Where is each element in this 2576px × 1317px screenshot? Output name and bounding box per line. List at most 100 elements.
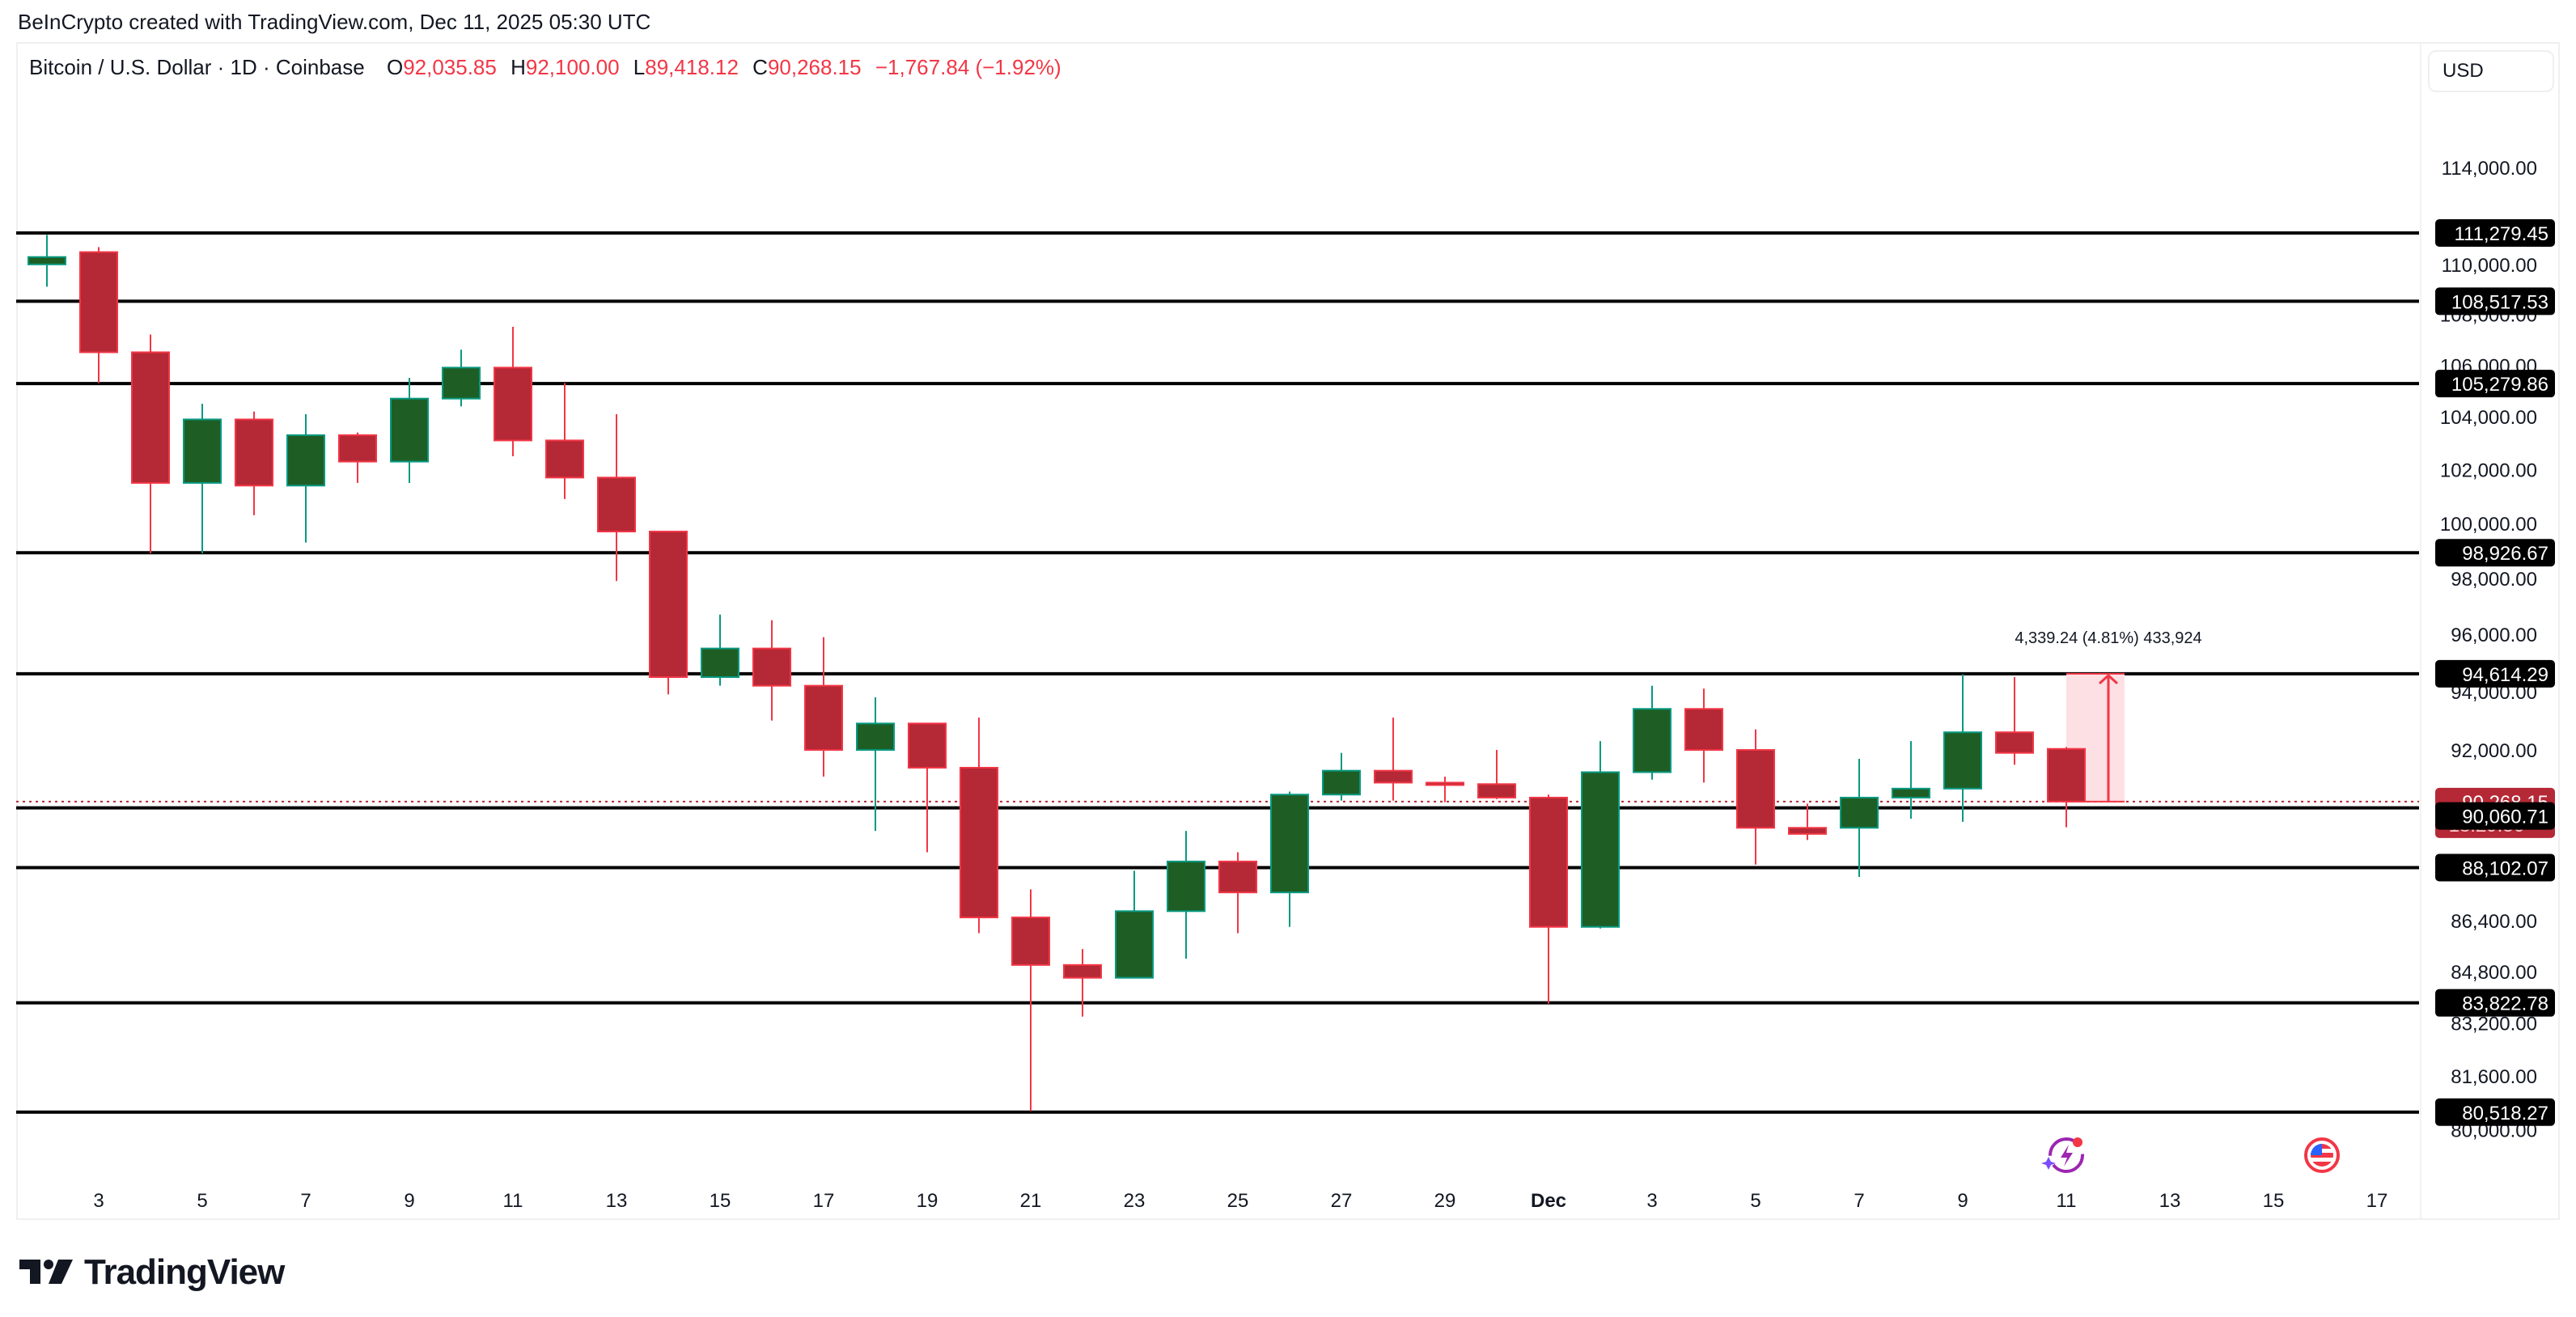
x-tick-label: 15 xyxy=(710,1190,731,1212)
candle-body[interactable] xyxy=(1529,796,1568,928)
candle-body[interactable] xyxy=(1322,769,1361,796)
y-tick-label: 84,800.00 xyxy=(2451,962,2537,984)
low-value: 89,418.12 xyxy=(645,55,739,79)
candle-body[interactable] xyxy=(2047,747,2086,802)
measure-arrowhead-icon xyxy=(2098,673,2119,685)
candle-body[interactable] xyxy=(338,434,377,463)
y-tick-label: 104,000.00 xyxy=(2440,407,2537,429)
candle-body[interactable] xyxy=(1115,910,1154,979)
level-price-text: 94,614.29 xyxy=(2462,664,2548,686)
x-tick-label: 29 xyxy=(1434,1190,1456,1212)
x-tick-label: 13 xyxy=(606,1190,628,1212)
x-tick-label: 15 xyxy=(2263,1190,2285,1212)
candle-body[interactable] xyxy=(442,366,481,400)
x-tick-label: 7 xyxy=(1854,1190,1864,1212)
candle-body[interactable] xyxy=(545,439,584,479)
candle-body[interactable] xyxy=(1581,771,1620,928)
candle-body[interactable] xyxy=(1840,796,1879,829)
candle-body[interactable] xyxy=(1633,708,1671,773)
level-price-label xyxy=(2435,659,2555,688)
candle-body[interactable] xyxy=(1167,860,1205,913)
high-label: H xyxy=(511,55,526,79)
candle-body[interactable] xyxy=(183,418,222,484)
x-tick-label: Dec xyxy=(1531,1190,1566,1212)
x-tick-label: 3 xyxy=(1646,1190,1657,1212)
symbol-legend: Bitcoin / U.S. Dollar · 1D · Coinbase O9… xyxy=(29,55,1061,80)
symbol-title[interactable]: Bitcoin / U.S. Dollar · 1D · Coinbase xyxy=(29,55,365,79)
level-price-label xyxy=(2435,370,2555,398)
level-price-text: 88,102.07 xyxy=(2462,858,2548,879)
candle-body[interactable] xyxy=(390,397,429,463)
candle-body[interactable] xyxy=(752,647,791,687)
level-price-text: 83,822.78 xyxy=(2462,993,2548,1015)
level-price-text: 90,060.71 xyxy=(2462,807,2548,828)
candle-body[interactable] xyxy=(131,351,170,484)
y-tick-label: 92,000.00 xyxy=(2451,740,2537,762)
x-tick-label: 25 xyxy=(1227,1190,1249,1212)
x-tick-label: 21 xyxy=(1020,1190,1042,1212)
candle-body[interactable] xyxy=(597,476,636,533)
candle-body[interactable] xyxy=(494,366,532,442)
open-value: 92,035.85 xyxy=(403,55,497,79)
y-tick-label: 83,200.00 xyxy=(2451,1014,2537,1035)
high-value: 92,100.00 xyxy=(525,55,620,79)
candle-body[interactable] xyxy=(286,434,325,487)
candle-body[interactable] xyxy=(1374,769,1413,784)
y-tick-label: 81,600.00 xyxy=(2451,1066,2537,1088)
level-price-text: 111,279.45 xyxy=(2454,223,2548,245)
x-tick-label: 17 xyxy=(2366,1190,2388,1212)
candle-body[interactable] xyxy=(28,256,66,265)
level-price-label xyxy=(2435,853,2555,882)
candle-body[interactable] xyxy=(649,531,688,678)
candle-body[interactable] xyxy=(1995,731,2034,754)
candle-body[interactable] xyxy=(960,767,998,919)
y-tick-label: 98,000.00 xyxy=(2451,569,2537,591)
level-price-label xyxy=(2435,989,2555,1017)
tradingview-logo: TradingView xyxy=(19,1252,285,1293)
x-tick-label: 9 xyxy=(404,1190,414,1212)
candle-body[interactable] xyxy=(908,722,947,769)
candle-body[interactable] xyxy=(804,684,843,752)
candle-body[interactable] xyxy=(1011,917,1050,966)
level-price-label xyxy=(2435,219,2555,247)
x-tick-label: 19 xyxy=(917,1190,938,1212)
chart-frame xyxy=(16,42,2560,1220)
level-price-label xyxy=(2435,287,2555,315)
level-price-text: 98,926.67 xyxy=(2462,543,2548,565)
candle-body[interactable] xyxy=(701,647,739,678)
level-price-label xyxy=(2435,802,2555,830)
x-tick-label: 5 xyxy=(197,1190,207,1212)
candle-body[interactable] xyxy=(1892,787,1930,798)
us-flag-icon[interactable] xyxy=(2304,1137,2340,1173)
x-tick-label: 7 xyxy=(300,1190,311,1212)
x-tick-label: 9 xyxy=(1957,1190,1968,1212)
candle-body[interactable] xyxy=(1684,708,1723,752)
candle-body[interactable] xyxy=(1218,860,1257,894)
level-price-label xyxy=(2435,539,2555,567)
x-tick-label: 17 xyxy=(813,1190,835,1212)
ideas-icon[interactable] xyxy=(2041,1137,2084,1173)
tradingview-logo-icon xyxy=(19,1260,73,1284)
currency-selector[interactable]: USD xyxy=(2428,50,2554,92)
x-tick-label: 23 xyxy=(1124,1190,1146,1212)
y-tick-label: 102,000.00 xyxy=(2440,459,2537,481)
candle-body[interactable] xyxy=(235,418,273,487)
candle-body[interactable] xyxy=(1788,827,1827,835)
candle-body[interactable] xyxy=(1270,794,1309,894)
open-label: O xyxy=(386,55,404,79)
x-tick-label: 3 xyxy=(93,1190,104,1212)
candle-body[interactable] xyxy=(856,722,895,752)
close-value: 90,268.15 xyxy=(767,55,862,79)
candle-body[interactable] xyxy=(79,251,118,354)
y-tick-label: 100,000.00 xyxy=(2440,514,2537,536)
candle-body[interactable] xyxy=(1063,963,1102,979)
y-tick-label: 96,000.00 xyxy=(2451,625,2537,646)
candle-body[interactable] xyxy=(1477,783,1516,798)
y-tick-label: 110,000.00 xyxy=(2442,255,2537,277)
candle-body[interactable] xyxy=(1943,731,1982,790)
low-label: L xyxy=(633,55,646,79)
brand-name: TradingView xyxy=(84,1252,285,1292)
candle-body[interactable] xyxy=(1736,749,1775,829)
candle-body[interactable] xyxy=(1426,781,1464,786)
